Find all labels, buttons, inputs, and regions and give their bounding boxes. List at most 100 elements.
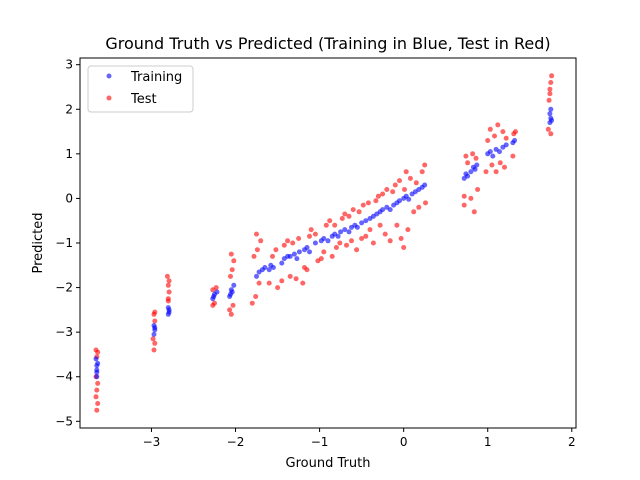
data-point [422,162,428,168]
data-point [483,169,489,175]
data-point [465,173,471,179]
data-point [228,251,234,257]
data-point [307,233,312,239]
data-point [461,193,467,199]
y-axis-label: Predicted [31,212,46,273]
data-point [401,245,407,250]
data-point [365,200,371,206]
data-point [152,325,158,331]
data-point [152,318,158,324]
data-point [333,245,339,250]
data-point [228,273,233,279]
data-point [397,198,402,204]
data-point [413,180,419,186]
data-point [211,294,217,299]
data-point [342,211,348,217]
data-point [461,202,467,208]
x-axis-label: Ground Truth [286,456,371,471]
data-point [377,222,383,228]
data-point [380,207,386,213]
data-point [489,162,495,168]
plot-area [93,73,555,413]
data-point [94,369,100,375]
data-point [339,216,345,221]
data-point [375,193,381,199]
data-point [231,258,237,264]
data-point [405,227,411,233]
data-point [473,155,479,161]
series-training [93,106,555,380]
data-point [387,238,393,244]
data-point [390,189,396,195]
y-axis-ticks: −5 −4 −3 −2 −1 0 1 2 3 [55,58,80,428]
data-point [411,209,417,215]
data-point [349,238,354,244]
data-point [549,117,555,123]
data-point [547,86,553,92]
data-point [503,142,509,148]
data-point [512,138,518,143]
data-point [150,336,156,342]
data-point [407,175,413,181]
data-point [497,160,503,166]
data-point [548,80,554,85]
data-point [262,265,268,270]
x-tick-label: 0 [400,435,408,449]
data-point [212,300,217,306]
data-point [165,305,171,311]
data-point [335,233,341,239]
data-point [227,307,233,313]
data-point [307,249,312,255]
data-point [495,122,501,128]
chart-title: Ground Truth vs Predicted (Training in B… [105,34,550,53]
data-point [373,198,379,204]
data-point [356,209,362,215]
data-point [325,238,331,244]
data-point [363,233,369,239]
data-point [419,169,425,175]
data-point [549,73,555,79]
data-point [416,204,422,210]
data-point [279,260,285,266]
data-point [468,169,474,175]
data-point [487,126,493,132]
data-point [545,126,551,132]
y-tick-label: 2 [65,102,73,116]
data-point [94,407,100,413]
data-point [95,380,101,386]
data-point [548,131,554,137]
data-point [422,182,428,188]
data-point [231,282,237,288]
data-point [95,401,101,406]
data-point [493,169,499,175]
data-point [346,213,352,219]
data-point [468,195,474,201]
data-point [487,149,493,155]
data-point [304,267,310,273]
data-point [490,153,496,159]
data-point [367,227,373,233]
legend-label-training: Training [130,70,182,85]
data-point [296,249,302,255]
data-point [354,224,360,230]
data-point [406,196,412,202]
data-point [270,253,275,259]
data-point [254,247,260,253]
legend-marker-test [106,95,112,101]
data-point [397,178,402,184]
data-point [471,209,477,215]
data-point [296,236,302,241]
data-point [254,231,259,237]
data-point [152,340,158,346]
data-point [402,187,407,192]
data-point [463,153,469,159]
y-tick-label: −3 [55,325,73,339]
x-tick-label: 1 [484,435,492,449]
data-point [266,280,272,286]
data-point [166,278,172,284]
data-point [323,222,329,228]
data-point [151,347,157,353]
data-point [337,240,343,246]
data-point [287,273,293,279]
data-point [500,129,506,135]
